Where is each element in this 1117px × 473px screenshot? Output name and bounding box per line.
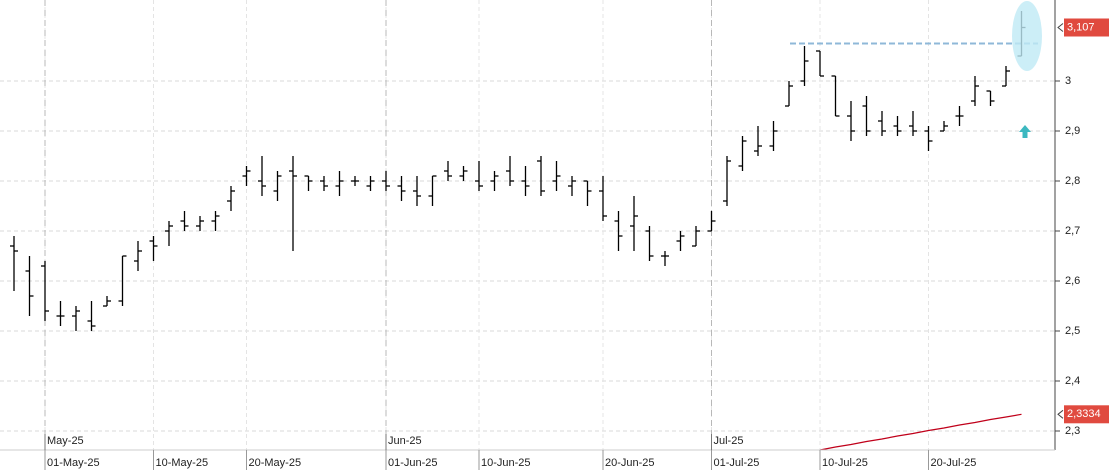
month-label: May-25 <box>47 435 84 447</box>
y-tick-label: 2,9 <box>1065 125 1080 137</box>
y-tick-label: 3 <box>1065 75 1071 87</box>
x-tick-label: 10-Jul-25 <box>822 457 868 469</box>
x-tick-label: 01-Jul-25 <box>714 457 760 469</box>
price-tag-label: 2,3334 <box>1067 408 1101 420</box>
y-tick-label: 2,7 <box>1065 225 1080 237</box>
month-label: Jul-25 <box>714 435 744 447</box>
price-tag <box>1064 18 1109 37</box>
price-tag <box>1064 405 1109 424</box>
x-tick-label: 20-Jul-25 <box>931 457 977 469</box>
y-tick-label: 2,5 <box>1065 325 1080 337</box>
y-tick-label: 2,8 <box>1065 175 1080 187</box>
x-tick-label: 20-Jun-25 <box>605 457 655 469</box>
plot-area <box>10 11 1038 451</box>
price-tag-pointer <box>1057 409 1064 419</box>
x-tick-label: 10-Jun-25 <box>481 457 531 469</box>
price-tag-pointer <box>1057 23 1064 32</box>
price-tag-label: 3,107 <box>1067 21 1095 33</box>
up-arrow <box>1019 125 1031 138</box>
x-tick-label: 01-May-25 <box>47 457 100 469</box>
x-tick-label: 20-May-25 <box>249 457 302 469</box>
y-tick-label: 2,4 <box>1065 375 1080 387</box>
moving-average-line <box>819 413 1022 451</box>
month-label: Jun-25 <box>388 435 422 447</box>
x-tick-label: 10-May-25 <box>156 457 209 469</box>
highlight-ellipse <box>1012 1 1042 71</box>
y-tick-label: 2,3 <box>1065 425 1080 437</box>
y-tick-label: 2,6 <box>1065 275 1080 287</box>
x-tick-label: 01-Jun-25 <box>388 457 438 469</box>
